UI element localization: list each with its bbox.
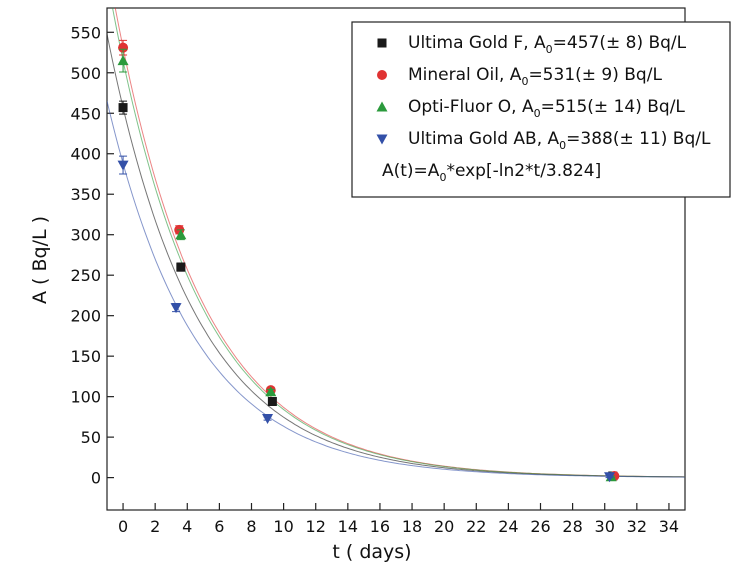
plot-frame [106, 7, 686, 511]
fit-curve [107, 100, 685, 478]
x-axis-label: t ( days) [332, 541, 411, 563]
legend-sub: 0 [521, 75, 528, 88]
legend-sub: 0 [534, 107, 541, 120]
legend-text: , A [499, 65, 522, 85]
x-tick-label: 18 [402, 517, 422, 536]
legend-name: Mineral Oil [408, 65, 499, 85]
y-tick-label: 500 [70, 64, 101, 83]
point [118, 42, 129, 53]
legend-label: Opti-Fluor O, A0=515(± 14) Bq/L [408, 97, 685, 120]
x-tick-label: 34 [659, 517, 679, 536]
legend-text: , A [537, 129, 560, 149]
legend-label: Mineral Oil, A0=531(± 9) Bq/L [408, 65, 662, 88]
point [170, 303, 182, 314]
x-tick-label: 20 [434, 517, 454, 536]
y-tick-label: 250 [70, 266, 101, 285]
y-tick-label: 300 [70, 226, 101, 245]
point [604, 472, 616, 483]
formula-text: A(t)=A [382, 161, 440, 181]
legend-text: , A [511, 97, 534, 117]
formula-text: *exp[-ln2*t/3.824] [446, 161, 601, 181]
point [175, 229, 187, 240]
x-tick-label: 2 [150, 517, 160, 536]
legend-name: Opti-Fluor O [408, 97, 511, 117]
point [117, 55, 129, 66]
x-tick-label: 4 [182, 517, 192, 536]
x-tick-label: 8 [246, 517, 256, 536]
x-tick-label: 6 [214, 517, 224, 536]
y-tick-label: 450 [70, 104, 101, 123]
legend-name: Ultima Gold F [408, 33, 523, 53]
y-tick-label: 0 [91, 469, 101, 488]
legend-text: =388(± 11) Bq/L [566, 129, 711, 149]
legend-name: Ultima Gold AB [408, 129, 537, 149]
legend-marker [377, 70, 387, 80]
point [176, 262, 186, 272]
y-tick-label: 400 [70, 145, 101, 164]
legend-marker [377, 38, 387, 48]
point [118, 103, 128, 113]
x-tick-label: 26 [530, 517, 550, 536]
legend-text: , A [523, 33, 546, 53]
legend-text: =457(± 8) Bq/L [553, 33, 687, 53]
point [117, 160, 129, 171]
y-tick-label: 50 [81, 428, 101, 447]
y-axis-label: A ( Bq/L ) [29, 216, 51, 304]
point [262, 414, 274, 425]
legend-sub: 0 [546, 43, 553, 56]
x-tick-label: 0 [118, 517, 128, 536]
x-tick-label: 10 [273, 517, 293, 536]
legend-sub: 0 [559, 139, 566, 152]
x-tick-label: 24 [498, 517, 518, 536]
y-tick-label: 350 [70, 185, 101, 204]
legend-text: =515(± 14) Bq/L [541, 97, 686, 117]
x-tick-label: 28 [562, 517, 582, 536]
legend-box [351, 21, 731, 198]
y-tick-label: 100 [70, 388, 101, 407]
x-tick-label: 12 [306, 517, 326, 536]
x-tick-label: 22 [466, 517, 486, 536]
x-tick-label: 14 [338, 517, 358, 536]
x-tick-label: 16 [370, 517, 390, 536]
point [267, 397, 277, 407]
y-tick-label: 150 [70, 347, 101, 366]
fit-formula: A(t)=A0*exp[-ln2*t/3.824] [382, 161, 601, 184]
legend-label: Ultima Gold F, A0=457(± 8) Bq/L [408, 33, 687, 56]
legend-marker [376, 134, 388, 145]
y-tick-label: 200 [70, 307, 101, 326]
formula-sub: 0 [439, 171, 446, 184]
x-tick-label: 30 [595, 517, 615, 536]
y-tick-label: 550 [70, 23, 101, 42]
point [265, 386, 277, 397]
x-tick-label: 32 [627, 517, 647, 536]
legend-label: Ultima Gold AB, A0=388(± 11) Bq/L [408, 129, 711, 152]
legend-text: =531(± 9) Bq/L [528, 65, 662, 85]
legend-marker [376, 101, 388, 112]
